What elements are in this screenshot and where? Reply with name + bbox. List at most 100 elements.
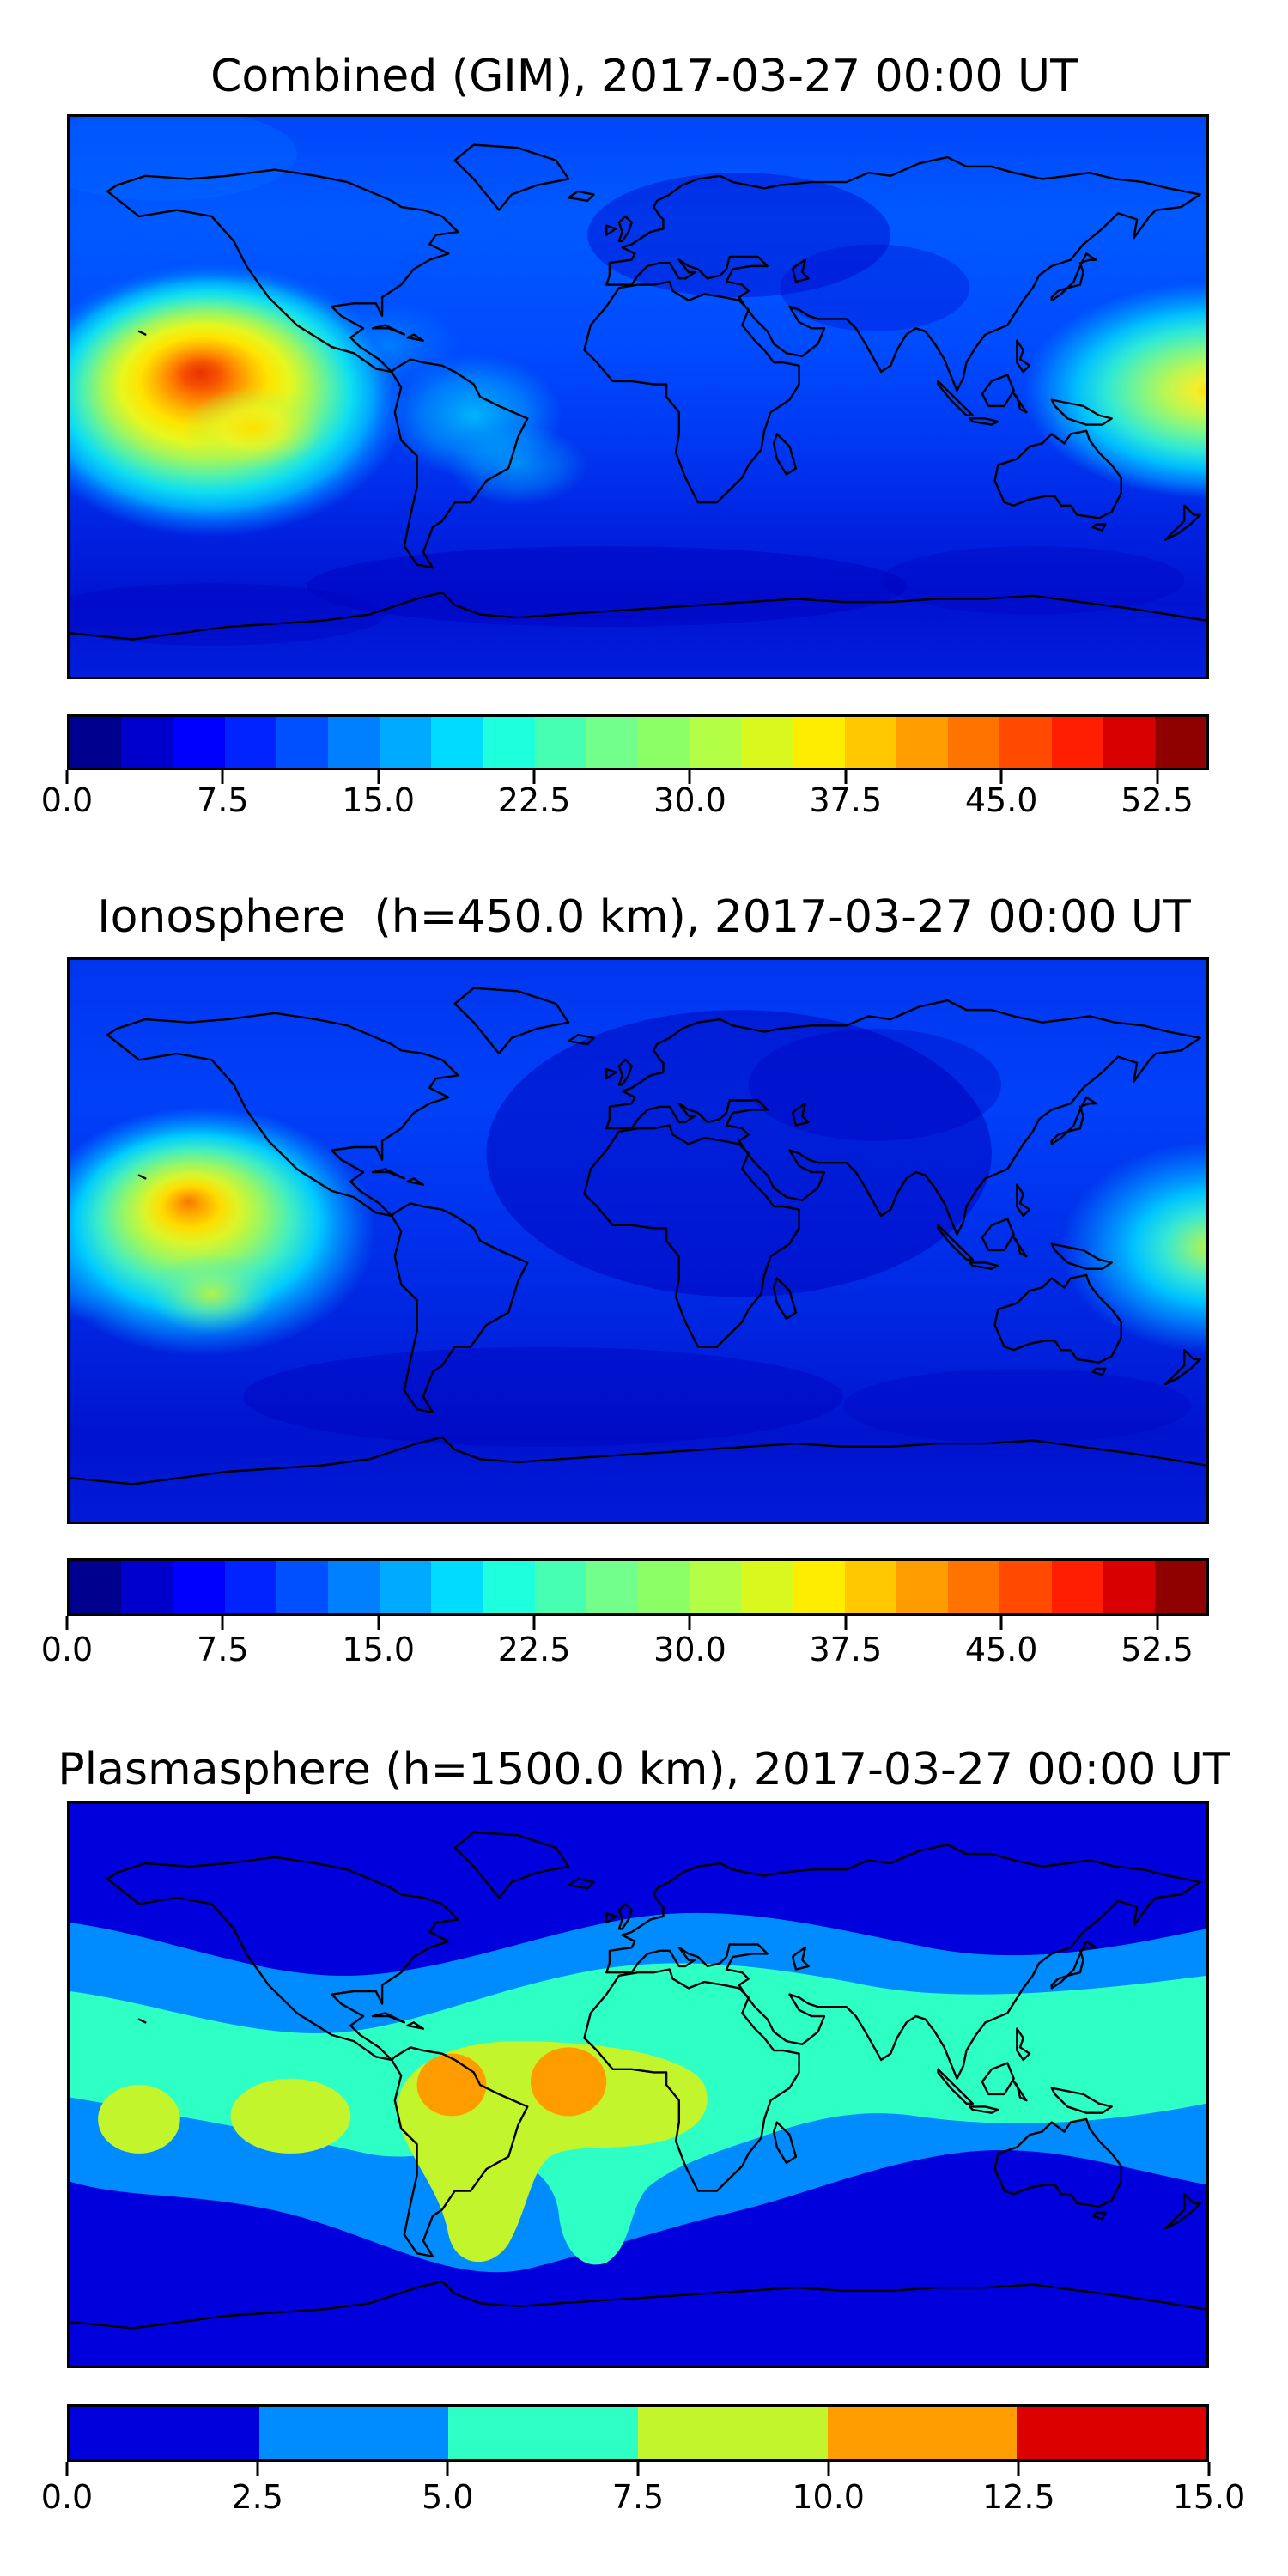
colorbar-segment (948, 1561, 1000, 1613)
patch-7.5-to-10-east-pacific (230, 2078, 351, 2154)
colorbar-tick-label: 45.0 (964, 1631, 1038, 1668)
colorbar-segment (224, 717, 276, 768)
colorbar-tick-mark (688, 1616, 691, 1630)
colorbar-segment (638, 2407, 828, 2459)
colorbar-segment (844, 717, 896, 768)
colorbar-segment (1051, 1561, 1103, 1613)
colorbar-segment (173, 717, 225, 768)
map-plasmasphere (67, 1801, 1209, 2368)
colorbar-combined: 0.0 7.5 15.0 22.5 30.0 37.5 45.0 52.5 (41, 714, 1209, 826)
colorbar-segment (534, 1561, 586, 1613)
colorbar-segment (483, 717, 535, 768)
colorbar-segment (173, 1561, 225, 1613)
colorbar-segment (586, 717, 639, 768)
panel-title-combined: Combined (GIM), 2017-03-27 00:00 UT (210, 51, 1078, 102)
colorbar-segment (380, 1561, 432, 1613)
colorbar-tick-mark (446, 2462, 449, 2476)
colorbar-tick-label: 7.5 (197, 781, 249, 819)
colorbar-plasmasphere: 0.0 2.5 5.0 7.5 10.0 12.5 15.0 (41, 2404, 1246, 2519)
colorbar-tick-labels: 0.0 7.5 15.0 22.5 30.0 37.5 45.0 52.5 (41, 1631, 1209, 1672)
colorbar-segment (70, 717, 122, 768)
colorbar-tick-label: 22.5 (497, 1631, 571, 1668)
colorbar-tick-mark (221, 1616, 224, 1630)
colorbar-tick-label: 45.0 (964, 781, 1038, 819)
panel-title-ionosphere: Ionosphere (h=450.0 km), 2017-03-27 00:0… (97, 891, 1191, 943)
colorbar-tick-label: 15.0 (342, 781, 416, 819)
colorbar-ionosphere: 0.0 7.5 15.0 22.5 30.0 37.5 45.0 52.5 (41, 1558, 1209, 1672)
colorbar-tick-mark (256, 2462, 259, 2476)
colorbar-tick-label: 22.5 (497, 781, 571, 819)
colorbar-tick-label: 10.0 (792, 2478, 865, 2516)
map-combined-canvas (70, 117, 1206, 677)
colorbar-segment (258, 2407, 449, 2459)
colorbar-segment (999, 1561, 1052, 1613)
colorbar-tick-mark (999, 1616, 1003, 1630)
colorbar-tick-mark (1207, 2462, 1211, 2476)
colorbar-segment (431, 1561, 483, 1613)
colorbar-segment (224, 1561, 276, 1613)
colorbar-gradient-bar (67, 2404, 1209, 2462)
colorbar-segment (948, 717, 1000, 768)
colorbar-tick-mark (1156, 770, 1159, 784)
colorbar-tick-label: 30.0 (653, 781, 726, 819)
colorbar-segment (793, 1561, 845, 1613)
peak-south-america (416, 2053, 487, 2117)
colorbar-tick-mark (221, 770, 224, 784)
colorbar-tick-mark (688, 770, 691, 784)
colorbar-tick-label: 2.5 (231, 2478, 283, 2516)
map-ionosphere (67, 957, 1209, 1524)
colorbar-tick-label: 0.0 (40, 2478, 94, 2516)
colorbar-tick-label: 30.0 (653, 1631, 726, 1668)
colorbar-segment (483, 1561, 535, 1613)
colorbar-tick-mark (532, 770, 536, 784)
colorbar-tick-mark (844, 1616, 848, 1630)
colorbar-segment (741, 717, 793, 768)
map-combined-gim (67, 114, 1209, 679)
colorbar-tick-mark (999, 770, 1003, 784)
colorbar-segment (999, 717, 1052, 768)
colorbar-tick-mark (65, 2462, 69, 2476)
dateline-enhancement (1060, 1140, 1206, 1353)
colorbar-segment (327, 717, 380, 768)
colorbar-segment (1103, 1561, 1155, 1613)
colorbar-segment (1017, 2407, 1206, 2459)
colorbar-segment (586, 1561, 639, 1613)
colorbar-segment (1154, 1561, 1206, 1613)
colorbar-tick-label: 15.0 (342, 1631, 416, 1668)
east-pacific-peak (70, 1106, 376, 1357)
colorbar-segment (844, 1561, 896, 1613)
colorbar-tick-label: 52.5 (1121, 781, 1194, 819)
colorbar-tick-label: 7.5 (611, 2478, 665, 2516)
colorbar-tick-mark (65, 770, 69, 784)
map-plasmasphere-canvas (70, 1804, 1206, 2366)
colorbar-segment (327, 1561, 380, 1613)
colorbar-tick-mark (532, 1616, 536, 1630)
patch-7.5-to-10-central-pacific (98, 2085, 180, 2154)
colorbar-tick-mark (377, 770, 380, 784)
colorbar-tick-mark (65, 1616, 69, 1630)
colorbar-tick-label: 12.5 (982, 2478, 1055, 2516)
colorbar-tick-mark (844, 770, 848, 784)
colorbar-gradient-bar (67, 714, 1209, 770)
colorbar-tick-label: 15.0 (1172, 2478, 1246, 2516)
colorbar-segment (741, 1561, 793, 1613)
panel-title-plasmasphere: Plasmasphere (h=1500.0 km), 2017-03-27 0… (58, 1744, 1230, 1795)
colorbar-segment (827, 2407, 1018, 2459)
colorbar-ticks (65, 1616, 1209, 1631)
colorbar-tick-labels: 0.0 2.5 5.0 7.5 10.0 12.5 15.0 (41, 2478, 1246, 2519)
colorbar-segment (70, 1561, 122, 1613)
colorbar-segment (276, 717, 328, 768)
colorbar-segment (896, 1561, 949, 1613)
colorbar-segment (1051, 717, 1103, 768)
colorbar-segment (431, 717, 483, 768)
colorbar-segment (1103, 717, 1155, 768)
colorbar-segment (448, 2407, 639, 2459)
west-pacific-enhancement (1023, 282, 1206, 500)
colorbar-tick-label: 5.0 (422, 2478, 474, 2516)
colorbar-ticks (65, 2462, 1211, 2476)
colorbar-segment (70, 2407, 259, 2459)
colorbar-segment (121, 1561, 173, 1613)
colorbar-segment (690, 717, 742, 768)
map-ionosphere-canvas (70, 960, 1206, 1522)
